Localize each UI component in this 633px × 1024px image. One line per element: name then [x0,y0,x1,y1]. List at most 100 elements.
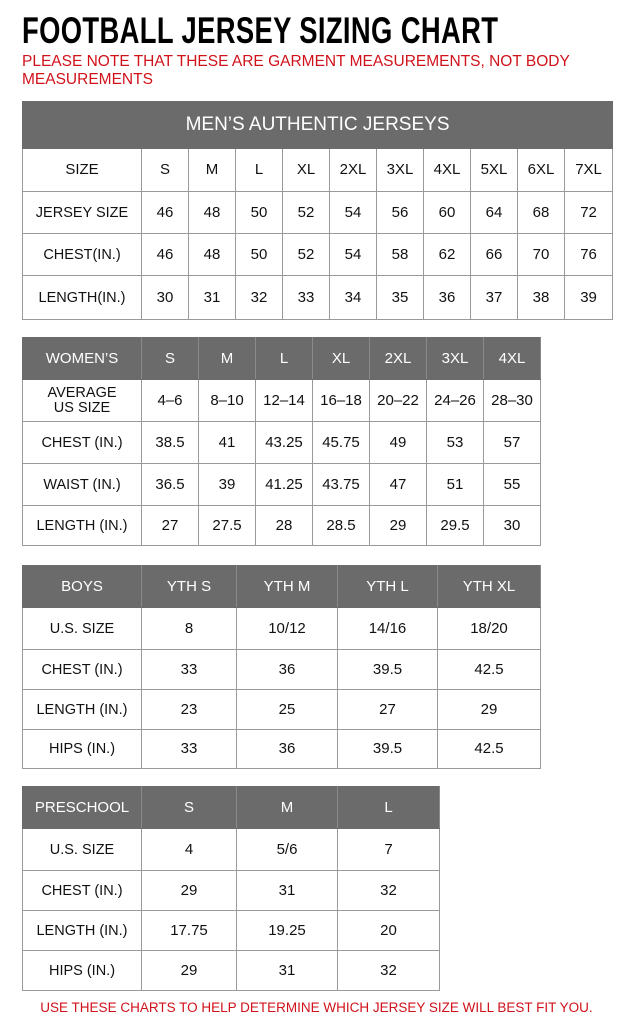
measurement-cell: 24–26 [426,379,484,422]
measurement-cell: 42.5 [437,649,541,690]
measurement-cell: 33 [141,649,237,690]
table-row: CHEST (IN.) 29 31 32 [22,870,440,911]
size-header: 3XL [376,148,424,192]
measurement-cell: 30 [141,275,189,320]
measurement-cell: 36 [236,649,338,690]
size-header: S [141,148,189,192]
row-label: CHEST (IN.) [22,649,142,690]
size-header: L [235,148,283,192]
measurement-cell: 70 [517,233,565,276]
row-label: HIPS (IN.) [22,950,142,991]
measurement-cell: 7 [337,828,440,871]
measurement-cell: 23 [141,689,237,730]
table-row: JERSEY SIZE 46 48 50 52 54 56 60 64 68 72 [22,191,614,234]
boys-size-table: BOYS YTH S YTH M YTH L YTH XL U.S. SIZE 8 10/12… [22,565,541,769]
measurement-cell: 39.5 [337,729,438,769]
measurement-cell: 37 [470,275,518,320]
row-label: U.S. SIZE [22,828,142,871]
measurement-cell: 32 [337,950,440,991]
measurement-cell: 29 [141,950,237,991]
measurement-cell: 30 [483,505,541,546]
page-title: FOOTBALL JERSEY SIZING CHART [22,10,499,51]
measurement-cell: 46 [141,191,189,234]
measurement-cell: 20–22 [369,379,427,422]
table-caption-row: MEN’S AUTHENTIC JERSEYS [21,101,614,149]
measurement-cell: 8–10 [198,379,256,422]
measurement-cell: 39.5 [337,649,438,690]
measurement-cell: 4 [141,828,237,871]
row-label: U.S. SIZE [22,607,142,650]
measurement-cell: 33 [282,275,330,320]
measurement-cell: 35 [376,275,424,320]
header-label: WOMEN’S [22,337,142,380]
measurement-cell: 62 [423,233,471,276]
measurement-cell: 19.25 [236,910,338,951]
row-label: JERSEY SIZE [22,191,142,234]
measurement-cell: 53 [426,421,484,464]
row-label: HIPS (IN.) [22,729,142,769]
table-row: U.S. SIZE 4 5/6 7 [22,828,440,871]
row-label: CHEST (IN.) [22,421,142,464]
measurement-cell: 34 [329,275,377,320]
measurement-cell: 33 [141,729,237,769]
table-row: WAIST (IN.) 36.5 39 41.25 43.75 47 51 55 [22,463,541,506]
row-label: WAIST (IN.) [22,463,142,506]
size-header: 4XL [483,337,541,380]
size-header: YTH L [337,565,438,608]
table-row: HIPS (IN.) 29 31 32 [22,950,440,991]
size-header: 3XL [426,337,484,380]
row-label: LENGTH (IN.) [22,910,142,951]
measurement-cell: 16–18 [312,379,370,422]
measurement-cell: 54 [329,191,377,234]
header-label: PRESCHOOL [22,786,142,829]
measurement-cell: 31 [188,275,236,320]
measurement-cell: 29.5 [426,505,484,546]
measurement-cell: 36.5 [141,463,199,506]
womens-size-table: WOMEN’S S M L XL 2XL 3XL 4XL AVERAGE US SIZE 4–6 8… [22,337,541,546]
measurement-cell: 41.25 [255,463,313,506]
table-header-row: PRESCHOOL S M L [22,786,440,829]
row-label: CHEST(IN.) [22,233,142,276]
measurement-cell: 28–30 [483,379,541,422]
measurement-cell: 72 [563,191,614,234]
measurement-cell: 42.5 [437,729,541,769]
measurement-cell: 48 [188,233,236,276]
measurement-cell: 66 [470,233,518,276]
size-header: XL [312,337,370,380]
measurement-cell: 32 [235,275,283,320]
size-header: 6XL [517,148,565,192]
measurement-cell: 60 [423,191,471,234]
measurement-cell: 76 [563,233,614,276]
size-header: S [141,337,199,380]
measurement-cell: 12–14 [255,379,313,422]
table-header-row: SIZE S M L XL 2XL 3XL 4XL 5XL 6XL 7XL [22,148,614,192]
row-label: LENGTH (IN.) [22,689,142,730]
measurement-cell: 27 [337,689,438,730]
measurement-cell: 5/6 [236,828,338,871]
table-caption: MEN’S AUTHENTIC JERSEYS [21,101,614,149]
size-header: 5XL [470,148,518,192]
measurement-cell: 38.5 [141,421,199,464]
measurement-cell: 46 [141,233,189,276]
table-row: LENGTH(IN.) 30 31 32 33 34 35 36 37 38 39 [22,275,614,320]
measurement-cell: 43.75 [312,463,370,506]
row-label: AVERAGE US SIZE [22,379,142,422]
table-row: CHEST(IN.) 46 48 50 52 54 58 62 66 70 76 [22,233,614,276]
measurement-cell: 56 [376,191,424,234]
measurement-cell: 49 [369,421,427,464]
row-label: CHEST (IN.) [22,870,142,911]
table-row: LENGTH (IN.) 17.75 19.25 20 [22,910,440,951]
measurement-cell: 43.25 [255,421,313,464]
measurement-cell: 8 [141,607,237,650]
measurement-cell: 39 [198,463,256,506]
measurement-cell: 41 [198,421,256,464]
measurement-cell: 28 [255,505,313,546]
measurement-cell: 58 [376,233,424,276]
size-header: 2XL [369,337,427,380]
size-header: 2XL [329,148,377,192]
table-row: AVERAGE US SIZE 4–6 8–10 12–14 16–18 20–22 24–… [22,379,541,422]
size-header: YTH XL [437,565,541,608]
size-header: S [141,786,237,829]
measurement-cell: 31 [236,950,338,991]
size-header: L [337,786,440,829]
